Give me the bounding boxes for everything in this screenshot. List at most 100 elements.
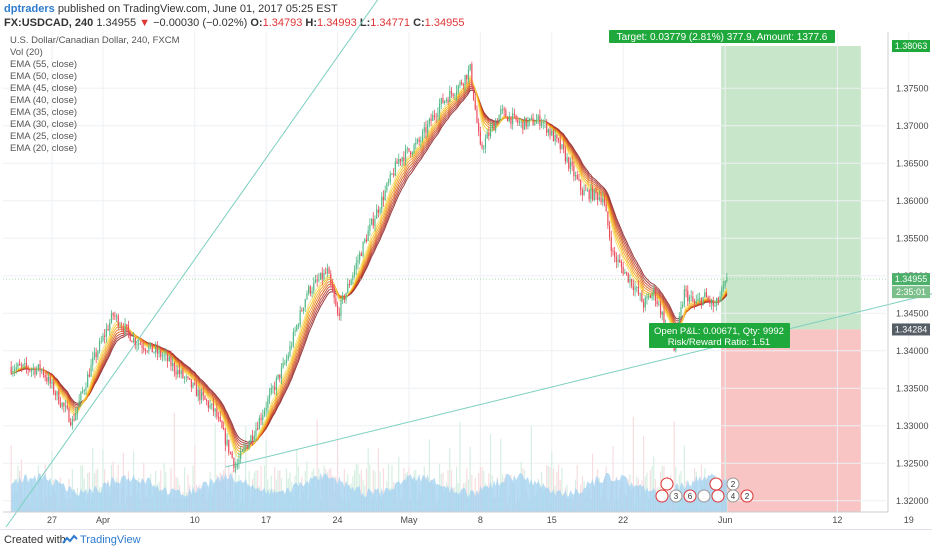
- volume-bar: [214, 423, 216, 512]
- legend-indicator[interactable]: EMA (20, close): [10, 143, 78, 154]
- legend-indicator[interactable]: EMA (30, close): [10, 119, 78, 130]
- legend-indicator[interactable]: EMA (50, close): [10, 71, 78, 82]
- volume-bar: [97, 468, 99, 512]
- candle: [559, 140, 561, 149]
- legend-indicator[interactable]: EMA (45, close): [10, 83, 78, 94]
- open-label: O:: [250, 17, 263, 29]
- candle: [15, 367, 17, 370]
- candle: [393, 173, 395, 176]
- candle: [411, 152, 413, 155]
- tradingview-link[interactable]: TradingView: [80, 534, 141, 546]
- candle: [153, 352, 155, 353]
- legend-indicator[interactable]: EMA (40, close): [10, 95, 78, 106]
- candle: [224, 429, 226, 445]
- candle: [318, 279, 320, 281]
- candle: [612, 250, 614, 252]
- candle: [197, 389, 199, 397]
- candle: [503, 108, 505, 111]
- candle: [226, 439, 228, 445]
- candle: [457, 85, 459, 92]
- publish-info: dptraders published on TradingView.com, …: [4, 3, 338, 15]
- tradingview-logo-icon: [62, 534, 78, 548]
- candle: [267, 398, 269, 408]
- candle: [486, 133, 488, 139]
- candle: [183, 377, 186, 379]
- y-tick-label: 1.35500: [896, 233, 929, 243]
- candle: [360, 253, 362, 256]
- candle: [687, 290, 689, 302]
- candle: [319, 272, 322, 280]
- volume-bar: [379, 471, 381, 512]
- candle: [24, 363, 26, 365]
- volume-bar: [683, 445, 685, 512]
- candle: [530, 117, 532, 119]
- candle: [338, 313, 340, 316]
- candle: [534, 123, 536, 126]
- candle: [104, 335, 106, 337]
- volume-bar: [51, 450, 53, 512]
- candle: [546, 120, 548, 133]
- candle: [180, 370, 182, 374]
- candle: [195, 384, 198, 397]
- volume-bar: [387, 464, 390, 512]
- candle: [554, 134, 556, 142]
- candle: [66, 405, 68, 409]
- high-label: H:: [305, 17, 318, 29]
- candle: [523, 117, 526, 130]
- y-tick-label: 1.32500: [896, 458, 929, 468]
- candle: [291, 345, 293, 347]
- volume-bar: [673, 421, 675, 512]
- candle: [13, 369, 16, 371]
- candle: [212, 403, 215, 412]
- candle: [343, 295, 345, 301]
- candle: [406, 148, 408, 150]
- flag-icon: [740, 489, 754, 503]
- candle: [255, 428, 257, 437]
- volume-bar: [279, 470, 281, 512]
- candle: [370, 218, 373, 225]
- candle: [134, 338, 136, 345]
- candle: [185, 376, 187, 378]
- legend-indicator[interactable]: Vol (20): [10, 47, 43, 58]
- price-chart[interactable]: 23 6 4 2 1.320001.325001.330001.335001.3400…: [0, 0, 932, 529]
- volume-bar: [466, 468, 468, 512]
- close-label: C:: [413, 17, 425, 29]
- candle: [693, 301, 696, 304]
- candle: [97, 351, 99, 358]
- candle: [59, 403, 62, 407]
- legend-symbol[interactable]: U.S. Dollar/Canadian Dollar, 240, FXCM: [10, 35, 180, 46]
- candle: [355, 262, 357, 269]
- candle: [532, 117, 534, 126]
- candle: [529, 118, 531, 121]
- entry-price-badge: 1.34284: [895, 324, 928, 334]
- candle: [163, 354, 165, 356]
- volume-bar: [265, 439, 267, 512]
- candle: [484, 138, 487, 148]
- legend-indicator[interactable]: EMA (35, close): [10, 107, 78, 118]
- candle: [435, 116, 437, 118]
- candle: [251, 435, 254, 440]
- flag-icon: [726, 489, 740, 503]
- candle: [585, 189, 587, 191]
- candle: [384, 190, 386, 200]
- candle: [629, 278, 631, 283]
- legend-indicator[interactable]: EMA (55, close): [10, 59, 78, 70]
- candle: [122, 328, 124, 333]
- candle: [416, 139, 419, 143]
- candle: [160, 350, 162, 357]
- legend-indicator[interactable]: EMA (25, close): [10, 131, 78, 142]
- candle: [564, 148, 566, 162]
- candle: [593, 189, 595, 200]
- volume-bar: [245, 426, 247, 512]
- candle: [161, 355, 164, 357]
- candle: [678, 316, 680, 325]
- author-link[interactable]: dptraders: [4, 3, 55, 15]
- candle: [127, 325, 130, 333]
- candle: [294, 330, 296, 332]
- candle: [369, 224, 371, 231]
- candle: [110, 313, 113, 323]
- candle: [331, 283, 334, 292]
- volume-bar: [474, 477, 476, 512]
- candle: [642, 302, 645, 308]
- candle: [296, 325, 298, 331]
